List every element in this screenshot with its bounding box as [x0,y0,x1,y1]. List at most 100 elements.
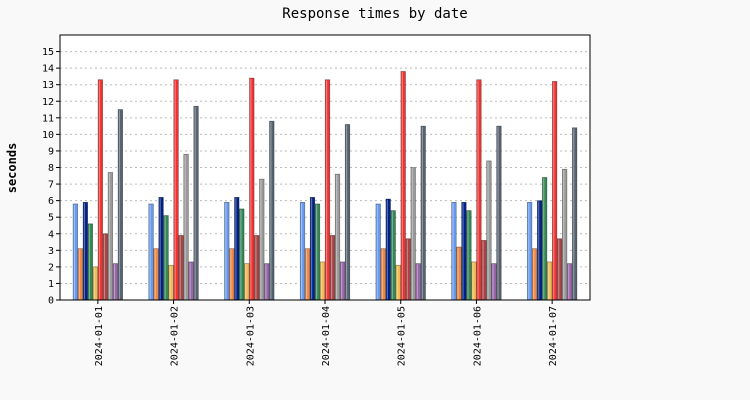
x-tick-label: 2024-01-01 [94,306,105,366]
bar-highlight [306,249,308,300]
bar-highlight [482,241,484,300]
bar-highlight [113,264,116,300]
bar [102,233,108,301]
bar-highlight [548,262,550,300]
bar [92,266,98,301]
bar-highlight [538,201,540,300]
bar [193,105,199,301]
bar [304,248,311,301]
bar [259,178,265,301]
bar [178,235,184,301]
bar-highlight [386,199,388,300]
bar [309,197,316,301]
bar-highlight [533,249,535,300]
bar [107,172,113,301]
bar [537,200,543,301]
bar [324,79,331,301]
bar-highlight [406,239,408,300]
y-tick-label: 12 [42,97,54,108]
bar [72,203,78,301]
y-tick-label: 2 [48,262,54,273]
bar-highlight [416,264,418,300]
bar-highlight [235,198,237,300]
bar [562,168,568,301]
bar-highlight [558,239,560,300]
y-tick-label: 0 [48,296,54,307]
bar [334,173,341,301]
bar [466,210,472,301]
bar-highlight [83,203,86,300]
bar-highlight [189,262,191,300]
bar-highlight [316,204,318,300]
x-tick-label: 2024-01-04 [321,306,332,366]
bar-highlight [457,247,459,300]
bar [188,261,194,301]
bar [254,235,260,301]
bar [380,248,386,301]
bar-highlight [497,126,499,300]
bar [572,127,578,301]
bar [319,261,326,301]
bar-highlight [528,203,530,300]
bar-highlight [421,126,423,300]
bar-highlight [401,72,403,300]
bar-highlight [321,262,323,300]
x-tick-label: 2024-01-03 [245,306,256,366]
bar-highlight [250,78,252,300]
bar-highlight [270,121,272,300]
bar [239,208,245,301]
bar [532,248,538,301]
x-tick-label: 2024-01-07 [548,306,559,366]
bar [461,201,467,301]
bar [390,210,396,301]
bar [82,201,88,301]
bar [77,248,83,301]
bar-highlight [326,80,328,300]
bar [269,120,275,301]
bar-highlight [336,174,338,300]
y-tick-label: 7 [48,180,54,191]
chart-title: Response times by date [282,6,467,22]
bar [527,201,533,301]
y-tick-label: 9 [48,146,54,157]
bar-highlight [391,211,393,300]
bar [244,263,250,301]
bar-highlight [73,204,76,300]
y-tick-label: 1 [48,279,54,290]
bar-highlight [225,203,227,300]
bar-highlight [543,178,545,300]
bar [471,261,477,301]
bar-highlight [381,249,383,300]
bar-highlight [346,125,348,300]
bar-highlight [108,173,111,300]
bar-highlight [118,110,121,300]
bar [542,177,548,301]
bar-highlight [563,169,565,300]
bar [385,198,391,301]
bar-highlight [230,249,232,300]
bar [339,261,346,301]
bar-highlight [265,264,267,300]
bar-highlight [174,80,176,300]
bar-highlight [179,236,181,300]
y-tick-label: 14 [42,64,54,75]
bar [153,248,159,301]
bar-highlight [568,264,570,300]
bar [168,264,174,301]
bar-highlight [311,198,313,300]
y-tick-label: 3 [48,246,54,257]
bar [87,223,93,301]
bar [496,125,502,301]
bar-highlight [154,249,156,300]
bar-highlight [159,198,161,300]
bar [415,263,421,301]
bar-highlight [301,203,303,300]
bar [163,215,169,301]
bar [420,125,426,301]
bar-highlight [376,204,378,300]
bar [400,71,406,301]
bar [552,81,558,301]
bar-highlight [78,249,81,300]
